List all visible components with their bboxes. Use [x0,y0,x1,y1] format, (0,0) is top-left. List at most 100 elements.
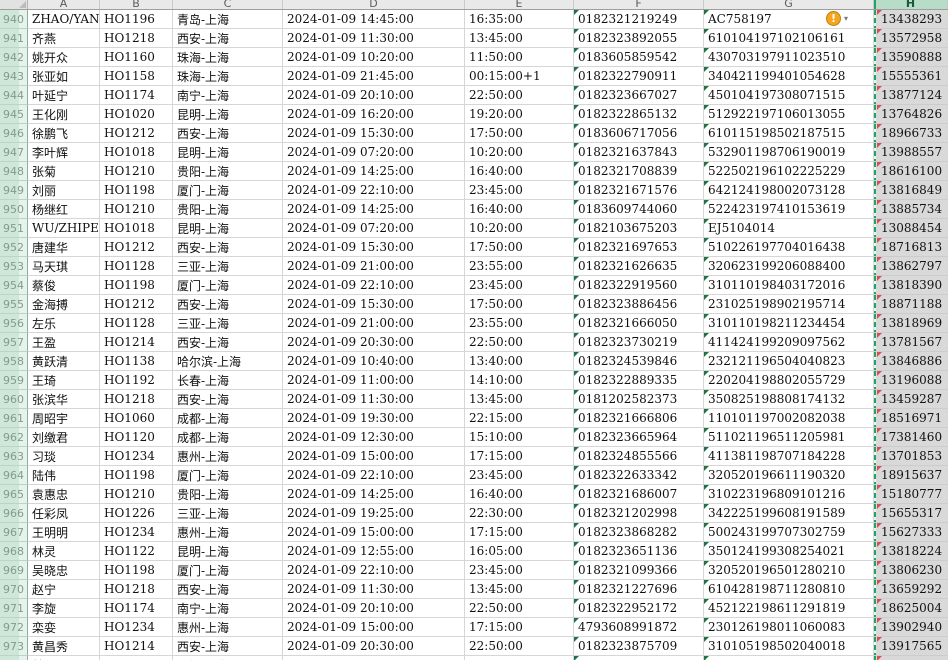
cell-passenger-name[interactable]: 齐燕 [28,29,100,48]
cell-ticket-number[interactable]: 4793608991872 [574,618,704,637]
cell-passenger-name[interactable]: 马天琪 [28,257,100,276]
cell-ticket-number[interactable]: 0182324539846 [574,352,704,371]
cell-departure-datetime[interactable]: 2024-01-09 11:30:00 [283,580,465,599]
column-header-c[interactable]: C [173,0,283,9]
row-header[interactable]: 951 [0,219,28,238]
cell-arrival-time[interactable]: 23:55:00 [465,257,574,276]
cell-flight-number[interactable]: HO1198 [100,181,173,200]
cell-ticket-number[interactable]: 0182321227696 [574,580,704,599]
cell-ticket-number[interactable]: 0183606717056 [574,124,704,143]
cell-ticket-number[interactable]: 0182323651136 [574,542,704,561]
cell-passenger-name[interactable]: 王化刚 [28,105,100,124]
row-header[interactable]: 965 [0,485,28,504]
cell-route[interactable]: 昆明-上海 [173,143,283,162]
cell-flight-number[interactable]: HO1212 [100,238,173,257]
cell-departure-datetime[interactable]: 2024-01-09 14:25:00 [283,200,465,219]
row-header[interactable]: 972 [0,618,28,637]
cell-arrival-time[interactable]: 23:45:00 [465,561,574,580]
cell-ticket-number[interactable]: 0182321626635 [574,257,704,276]
cell-route[interactable]: 西安-上海 [173,637,283,656]
row-header[interactable]: 961 [0,409,28,428]
cell-flight-number[interactable]: HO1212 [100,124,173,143]
cell-flight-number[interactable]: HO1174 [100,599,173,618]
cell-flight-number[interactable]: HO1198 [100,561,173,580]
cell-ticket-number[interactable]: 0182321697653 [574,238,704,257]
cell-flight-number[interactable]: HO1198 [100,656,173,660]
cell-ticket-number[interactable]: 0182323665964 [574,428,704,447]
row-header[interactable]: 964 [0,466,28,485]
cell-id-number[interactable]: 320520196611190320 [704,656,874,660]
cell-departure-datetime[interactable]: 2024-01-09 15:00:00 [283,447,465,466]
row-header[interactable]: 941 [0,29,28,48]
row-header[interactable]: 943 [0,67,28,86]
cell-id-number[interactable]: 220204198802055729 [704,371,874,390]
cell-departure-datetime[interactable]: 2024-01-09 21:00:00 [283,257,465,276]
column-header-f[interactable]: F [574,0,704,9]
row-header[interactable]: 966 [0,504,28,523]
cell-id-number[interactable]: 232121196504040823 [704,352,874,371]
cell-arrival-time[interactable]: 22:30:00 [465,504,574,523]
cell-flight-number[interactable]: HO1128 [100,257,173,276]
cell-phone-number-selected[interactable]: 15555361 [874,67,948,86]
cell-departure-datetime[interactable]: 2024-01-09 20:30:00 [283,637,465,656]
cell-phone-number-selected[interactable]: 18871188 [874,295,948,314]
cell-arrival-time[interactable]: 17:15:00 [465,618,574,637]
cell-passenger-name[interactable]: 习琰 [28,447,100,466]
cell-phone-number-selected[interactable]: 13459287 [874,390,948,409]
cell-route[interactable]: 西安-上海 [173,295,283,314]
cell-phone-number-selected[interactable]: 13816849 [874,181,948,200]
cell-departure-datetime[interactable]: 2024-01-09 07:20:00 [283,219,465,238]
cell-arrival-time[interactable]: 14:10:00 [465,371,574,390]
cell-ticket-number[interactable]: 0182323886456 [574,295,704,314]
cell-ticket-number[interactable]: 0182322952172 [574,599,704,618]
cell-phone-number-selected[interactable]: 13988557 [874,143,948,162]
cell-ticket-number[interactable]: 0182321686007 [574,485,704,504]
cell-arrival-time[interactable]: 22:50:00 [465,333,574,352]
cell-passenger-name[interactable]: 李叶辉 [28,143,100,162]
column-header-g[interactable]: G [704,0,874,9]
row-header[interactable]: 947 [0,143,28,162]
cell-flight-number[interactable]: HO1128 [100,314,173,333]
cell-arrival-time[interactable]: 22:15:00 [465,409,574,428]
cell-arrival-time[interactable]: 16:40:00 [465,162,574,181]
cell-route[interactable]: 三亚-上海 [173,504,283,523]
cell-passenger-name[interactable]: 王琦 [28,371,100,390]
cell-departure-datetime[interactable]: 2024-01-09 20:10:00 [283,86,465,105]
cell-departure-datetime[interactable]: 2024-01-09 20:10:00 [283,599,465,618]
cell-passenger-name[interactable]: 左乐 [28,314,100,333]
cell-arrival-time[interactable]: 17:50:00 [465,295,574,314]
cell-id-number[interactable]: 342225199608191589 [704,504,874,523]
cell-route[interactable]: 昆明-上海 [173,542,283,561]
cell-route[interactable]: 成都-上海 [173,428,283,447]
cell-arrival-time[interactable]: 10:20:00 [465,219,574,238]
cell-passenger-name[interactable]: 任彩凤 [28,504,100,523]
cell-route[interactable]: 惠州-上海 [173,618,283,637]
cell-departure-datetime[interactable]: 2024-01-09 11:00:00 [283,371,465,390]
row-header[interactable]: 967 [0,523,28,542]
cell-phone-number-selected[interactable]: 18966733 [874,124,948,143]
cell-phone-number-selected[interactable]: 13781567 [874,333,948,352]
cell-flight-number[interactable]: HO1122 [100,542,173,561]
cell-departure-datetime[interactable]: 2024-01-09 21:45:00 [283,67,465,86]
cell-arrival-time[interactable]: 17:15:00 [465,447,574,466]
cell-passenger-name[interactable]: 陆伟 [28,466,100,485]
cell-id-number[interactable]: 350124199308254021 [704,542,874,561]
cell-route[interactable]: 西安-上海 [173,333,283,352]
cell-flight-number[interactable]: HO1060 [100,409,173,428]
row-header[interactable]: 953 [0,257,28,276]
cell-id-number[interactable]: 411381198707184228 [704,447,874,466]
row-header[interactable]: 956 [0,314,28,333]
cell-phone-number-selected[interactable]: 13659292 [874,580,948,599]
row-header[interactable]: 950 [0,200,28,219]
cell-arrival-time[interactable]: 17:15:00 [465,523,574,542]
row-header[interactable]: 946 [0,124,28,143]
cell-phone-number-selected[interactable]: 13917565 [874,637,948,656]
error-warning-icon[interactable]: ! [826,11,841,26]
row-header[interactable]: 973 [0,637,28,656]
row-header[interactable]: 963 [0,447,28,466]
cell-passenger-name[interactable]: 张亚如 [28,67,100,86]
cell-id-number[interactable]: 610115198502187515 [704,124,874,143]
cell-flight-number[interactable]: HO1198 [100,466,173,485]
cell-passenger-name[interactable]: 黄昌秀 [28,637,100,656]
cell-flight-number[interactable]: HO1234 [100,447,173,466]
